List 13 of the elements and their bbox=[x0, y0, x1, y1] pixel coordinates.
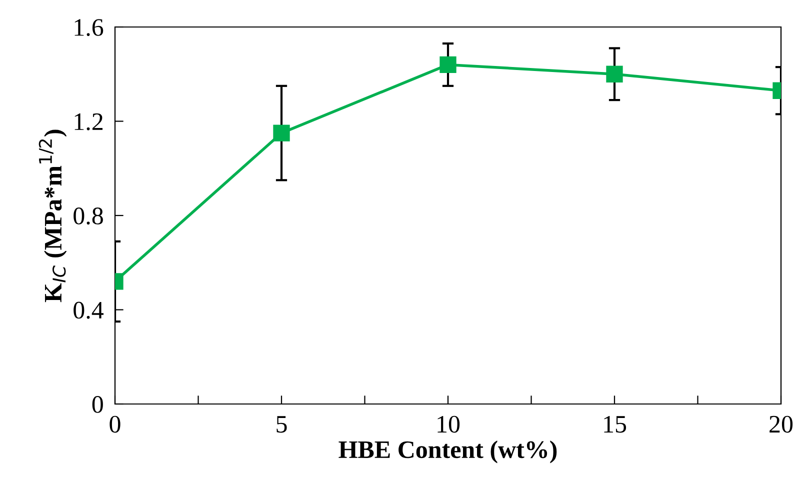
y-tick-label: 1.6 bbox=[74, 19, 104, 36]
x-tick-label: 15 bbox=[604, 416, 626, 433]
x-axis-title: HBE Content (wt%) bbox=[338, 440, 557, 464]
x-tick-label: 20 bbox=[770, 416, 793, 433]
x-tick-label: 0 bbox=[110, 416, 120, 433]
y-tick-label: 0.4 bbox=[74, 302, 104, 319]
point bbox=[440, 56, 456, 74]
y-tick-label: 0 bbox=[92, 396, 103, 413]
y-tick-label: 0.8 bbox=[74, 208, 103, 225]
y-tick-label: 1.2 bbox=[74, 113, 103, 130]
x-tick-label: 10 bbox=[438, 416, 460, 433]
x-tick-label: 5 bbox=[276, 416, 287, 433]
y-axis-title: K$_{IC}$ (MPa*m$^{1/2}$) bbox=[38, 130, 67, 302]
